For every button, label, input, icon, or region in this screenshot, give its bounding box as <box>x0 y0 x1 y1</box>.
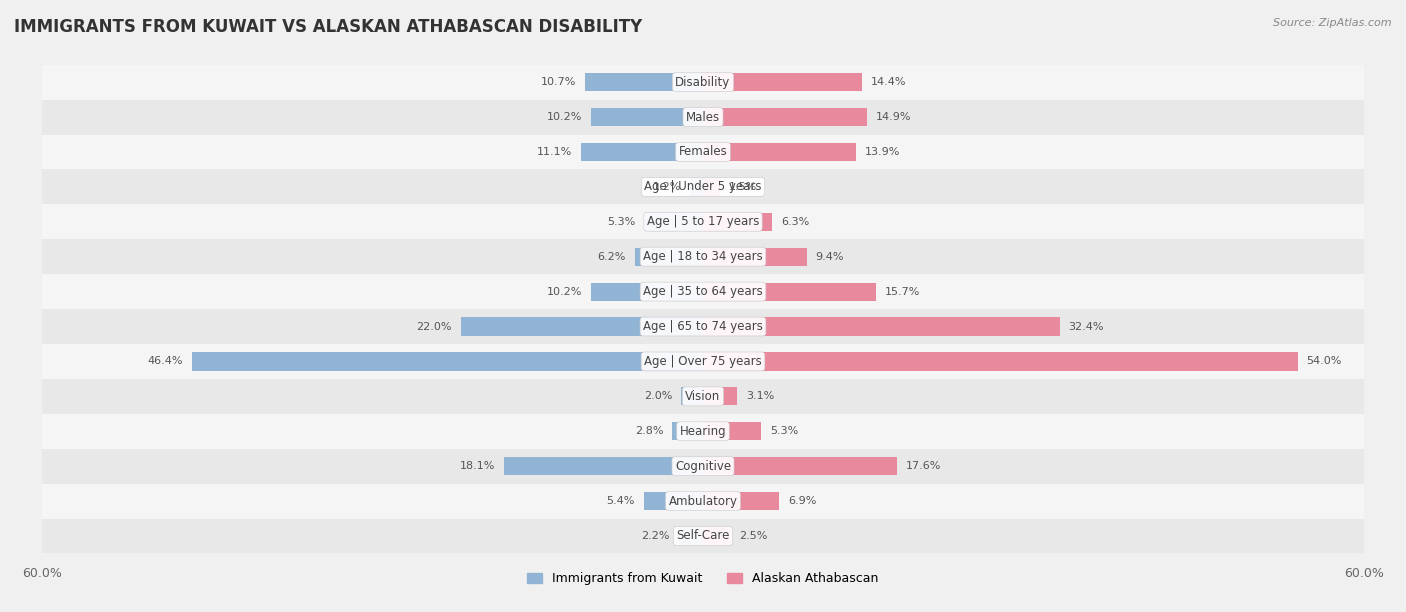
Text: Vision: Vision <box>685 390 721 403</box>
Bar <box>703 213 772 231</box>
Bar <box>0 483 1406 518</box>
Bar <box>679 527 703 545</box>
Bar <box>461 318 703 335</box>
Text: 46.4%: 46.4% <box>148 356 183 367</box>
Bar <box>0 309 1406 344</box>
Bar <box>703 108 868 126</box>
Text: 6.9%: 6.9% <box>787 496 815 506</box>
Text: 10.2%: 10.2% <box>547 286 582 297</box>
Bar <box>703 457 897 476</box>
Bar <box>0 379 1406 414</box>
Text: Hearing: Hearing <box>679 425 727 438</box>
Text: 14.4%: 14.4% <box>870 77 905 87</box>
Bar <box>703 73 862 91</box>
Bar <box>0 204 1406 239</box>
Text: 10.2%: 10.2% <box>547 112 582 122</box>
Bar <box>193 353 703 370</box>
Text: 13.9%: 13.9% <box>865 147 900 157</box>
Text: 6.3%: 6.3% <box>782 217 810 227</box>
Bar <box>0 344 1406 379</box>
Text: Age | 18 to 34 years: Age | 18 to 34 years <box>643 250 763 263</box>
Text: 5.3%: 5.3% <box>770 426 799 436</box>
Text: Females: Females <box>679 146 727 159</box>
Text: Age | 35 to 64 years: Age | 35 to 64 years <box>643 285 763 298</box>
Text: 2.2%: 2.2% <box>641 531 669 541</box>
Bar <box>681 387 703 405</box>
Text: 22.0%: 22.0% <box>416 321 451 332</box>
Bar <box>703 283 876 300</box>
Bar <box>0 65 1406 100</box>
Text: 2.5%: 2.5% <box>740 531 768 541</box>
Text: 10.7%: 10.7% <box>541 77 576 87</box>
Bar <box>703 143 856 161</box>
Bar <box>703 248 807 266</box>
Bar <box>0 239 1406 274</box>
Text: 11.1%: 11.1% <box>537 147 572 157</box>
Text: Age | Under 5 years: Age | Under 5 years <box>644 181 762 193</box>
Bar <box>585 73 703 91</box>
Text: 1.2%: 1.2% <box>652 182 681 192</box>
Text: 15.7%: 15.7% <box>884 286 920 297</box>
Text: 1.5%: 1.5% <box>728 182 756 192</box>
Text: Age | 5 to 17 years: Age | 5 to 17 years <box>647 215 759 228</box>
Bar <box>503 457 703 476</box>
Bar <box>644 213 703 231</box>
Text: Self-Care: Self-Care <box>676 529 730 542</box>
Bar <box>703 422 762 440</box>
Text: 17.6%: 17.6% <box>905 461 941 471</box>
Bar <box>0 100 1406 135</box>
Text: IMMIGRANTS FROM KUWAIT VS ALASKAN ATHABASCAN DISABILITY: IMMIGRANTS FROM KUWAIT VS ALASKAN ATHABA… <box>14 18 643 36</box>
Bar <box>690 178 703 196</box>
Text: 54.0%: 54.0% <box>1306 356 1341 367</box>
Text: 6.2%: 6.2% <box>598 252 626 262</box>
Text: 9.4%: 9.4% <box>815 252 844 262</box>
Text: 2.8%: 2.8% <box>636 426 664 436</box>
Bar <box>591 283 703 300</box>
Bar <box>0 449 1406 483</box>
Text: 5.3%: 5.3% <box>607 217 636 227</box>
Bar <box>581 143 703 161</box>
Text: Ambulatory: Ambulatory <box>668 494 738 507</box>
Bar <box>0 135 1406 170</box>
Bar <box>634 248 703 266</box>
Text: 5.4%: 5.4% <box>606 496 634 506</box>
Bar <box>703 387 737 405</box>
Bar <box>591 108 703 126</box>
Bar <box>0 274 1406 309</box>
Bar <box>0 518 1406 553</box>
Bar <box>703 353 1298 370</box>
Bar <box>703 318 1060 335</box>
Text: 3.1%: 3.1% <box>747 391 775 401</box>
Bar <box>0 170 1406 204</box>
Bar <box>703 527 731 545</box>
Legend: Immigrants from Kuwait, Alaskan Athabascan: Immigrants from Kuwait, Alaskan Athabasc… <box>522 567 884 591</box>
Text: 2.0%: 2.0% <box>644 391 672 401</box>
Text: Source: ZipAtlas.com: Source: ZipAtlas.com <box>1274 18 1392 28</box>
Text: Disability: Disability <box>675 76 731 89</box>
Text: 14.9%: 14.9% <box>876 112 911 122</box>
Text: Cognitive: Cognitive <box>675 460 731 472</box>
Text: Males: Males <box>686 111 720 124</box>
Bar <box>703 492 779 510</box>
Text: 32.4%: 32.4% <box>1069 321 1104 332</box>
Text: Age | 65 to 74 years: Age | 65 to 74 years <box>643 320 763 333</box>
Bar <box>0 414 1406 449</box>
Bar <box>672 422 703 440</box>
Text: 18.1%: 18.1% <box>460 461 495 471</box>
Text: Age | Over 75 years: Age | Over 75 years <box>644 355 762 368</box>
Bar <box>644 492 703 510</box>
Bar <box>703 178 720 196</box>
